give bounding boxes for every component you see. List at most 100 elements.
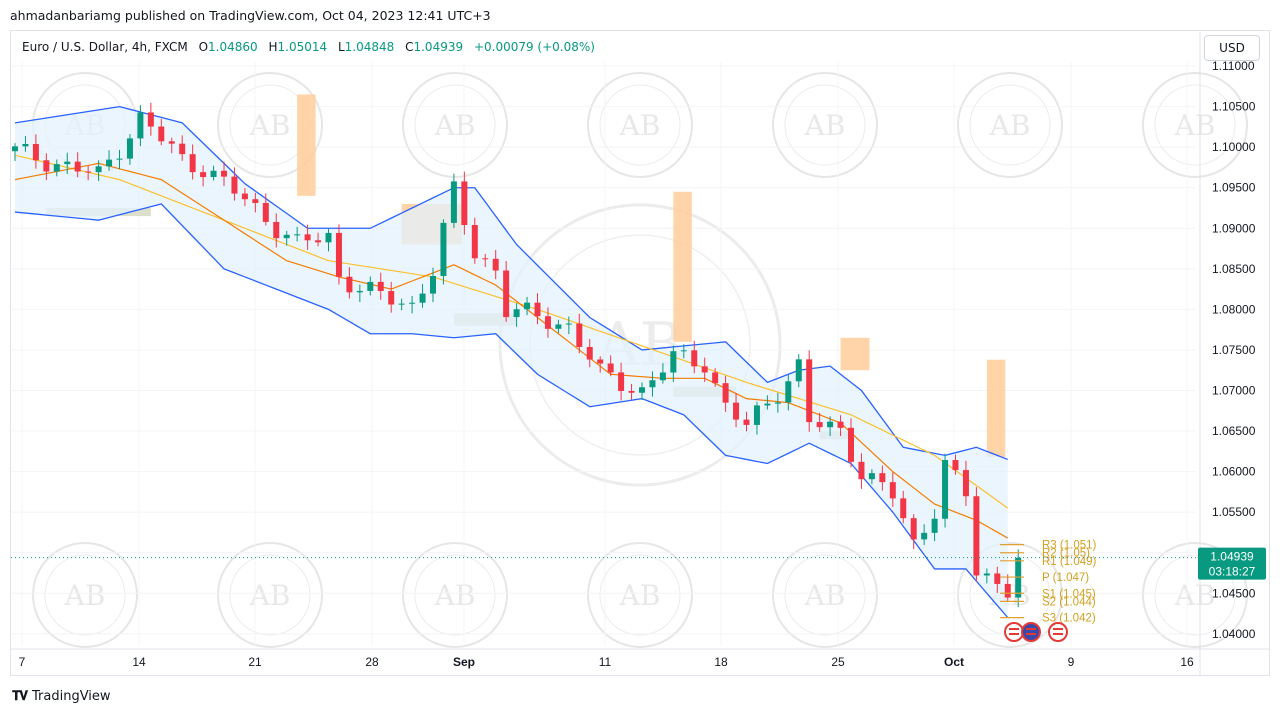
time-axis: 7 14 21 28 Sep 11 18 25 Oct 9 16 [19,655,1194,669]
change-value: +0.00079 (+0.08%) [473,40,595,54]
candle-body [126,138,133,159]
candle-body [200,172,207,178]
open-label: O [198,40,209,54]
candle-body [241,193,248,200]
y-tick-label: 1.10500 [1212,100,1256,114]
candle-body [889,482,896,499]
candle-body [753,405,760,425]
candle-body [733,402,740,420]
candle-body [12,146,18,152]
footer-brand: TradingView [32,689,111,704]
chart-frame [10,30,1270,676]
candle-body [983,573,990,576]
candle-body [106,159,113,167]
candle-body [168,141,175,144]
candle-body [910,518,917,540]
candle-body [639,387,645,393]
open-value: 1.04860 [208,40,258,54]
y-tick-label: 1.08500 [1212,262,1256,276]
watermark-text: AB [619,579,661,612]
candle-body [252,199,259,203]
candle-body [64,161,71,165]
watermark-circle [498,203,782,487]
watermark-circle [402,542,508,648]
price-tag-box [1198,547,1266,580]
y-tick-label: 1.10000 [1212,140,1256,154]
candle-body [816,422,823,428]
candle-body [32,143,39,161]
candle-body [534,302,541,317]
watermark-text: AB [1174,109,1216,142]
candles-layer [12,102,1022,608]
candle-body [461,181,468,226]
y-tick-label: 1.04500 [1212,586,1256,600]
candle-body [879,473,886,483]
watermark-layer: ABABABABABABABABABABABABABABAB [32,72,1248,648]
candle-body [210,170,217,178]
candle-body [921,532,928,540]
candle-body [806,359,813,423]
x-tick-label: 18 [714,655,728,669]
watermark-text: AB [434,109,476,142]
candle-body [419,293,426,303]
candle-body [398,303,405,305]
low-value: 1.04848 [344,40,395,54]
pivot-label: P (1.047) [1042,572,1089,584]
watermark-text: AB [434,579,476,612]
candle-body [440,222,447,277]
price-axis: 1.040001.045001.050001.055001.060001.065… [11,32,1269,675]
symbol-label: Euro / U.S. Dollar, 4h, FXCM [22,40,188,54]
currency-button[interactable]: USD [1204,35,1260,61]
candle-body [722,383,729,403]
candle-body [952,460,959,471]
candle-body [147,112,154,127]
us-flag-event-icon [1004,622,1024,642]
pivot-label: R2 (1.05) [1042,548,1090,560]
watermark-circle [969,84,1051,166]
candle-body [586,346,593,360]
candle-body [565,323,572,325]
y-tick-label: 1.09000 [1212,221,1256,235]
candle-body [712,372,719,384]
watermark-circle [414,554,496,636]
price-tag-countdown: 03:18:27 [1209,565,1256,579]
candle-body [283,234,290,239]
pivot-label: R3 (1.051) [1042,540,1097,552]
watermark-text: AB [249,579,291,612]
candle-body [524,302,531,310]
candle-body [670,351,677,373]
orange-zone [297,94,316,196]
watermark-circle [229,554,311,636]
candle-body [680,350,687,352]
candle-body [356,290,363,293]
x-tick-label: 11 [599,655,612,669]
y-tick-label: 1.04000 [1212,627,1256,641]
x-tick-label: Sep [453,655,475,669]
us-flag-event-icon [1048,622,1068,642]
candle-body [231,176,238,194]
x-tick-label: 25 [831,655,845,669]
flag-stripe [1009,633,1019,635]
close-label: C [405,40,414,54]
watermark-circle [44,554,126,636]
bollinger-bands [14,105,1009,619]
y-tick-label: 1.06500 [1212,424,1256,438]
watermark-text: AB [249,109,291,142]
candle-body [858,461,865,480]
candle-body [931,518,938,533]
orange-zone [986,359,1006,458]
watermark-circle [599,84,681,166]
y-tick-label: 1.06000 [1212,465,1256,479]
candle-body [471,225,478,259]
candle-body [764,403,771,406]
candle-body [273,221,280,239]
candle-body [973,496,980,576]
watermark-circle [1154,84,1236,166]
us-flag-event-icon [1021,622,1041,642]
footer: 𝐓𝐕 TradingView [12,689,111,704]
candle-body [179,143,186,155]
candle-body [492,258,499,271]
low-label: L [337,40,345,54]
